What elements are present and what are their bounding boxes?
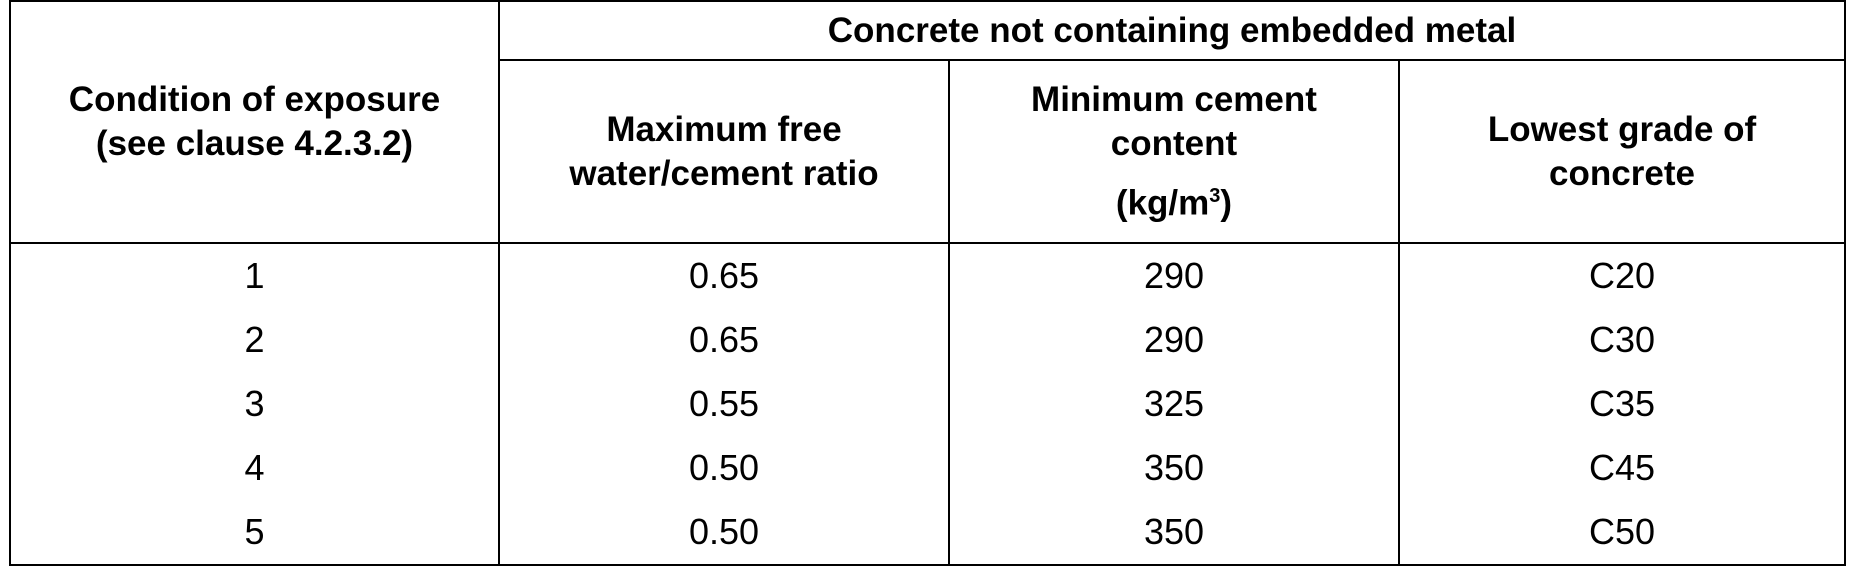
table-row: 2 0.65 290 C30 — [9, 308, 1846, 372]
cement-cell: 290 — [948, 243, 1400, 308]
unit-close: ) — [1220, 183, 1233, 223]
table-row: 3 0.55 325 C35 — [9, 372, 1846, 436]
cement-cell: 325 — [948, 372, 1400, 436]
header-line: (see clause 4.2.3.2) — [95, 124, 414, 163]
ratio-cell: 0.50 — [498, 436, 950, 500]
grade-cell: C35 — [1398, 372, 1846, 436]
header-line: Lowest grade of — [1487, 109, 1757, 149]
exposure-header: Condition of exposure (see clause 4.2.3.… — [9, 0, 500, 244]
grade-cell: C30 — [1398, 308, 1846, 372]
table-row: 5 0.50 350 C50 — [9, 500, 1846, 566]
grade-cell: C50 — [1398, 500, 1846, 566]
cement-cell: 290 — [948, 308, 1400, 372]
header-line: Condition of exposure — [68, 80, 441, 119]
unit-line: (kg/m3) — [950, 174, 1398, 226]
header-line: Minimum cement — [1031, 79, 1317, 119]
header-line: water/cement ratio — [569, 153, 879, 193]
ratio-cell: 0.55 — [498, 372, 950, 436]
header-line: content — [1110, 123, 1238, 163]
unit-sup: 3 — [1209, 184, 1221, 207]
unit: (kg/m — [1115, 183, 1210, 223]
table-row: 1 0.65 290 C20 — [9, 243, 1846, 308]
grade-cell: C45 — [1398, 436, 1846, 500]
ratio-cell: 0.65 — [498, 243, 950, 308]
ratio-cell: 0.65 — [498, 308, 950, 372]
group-header: Concrete not containing embedded metal — [498, 0, 1846, 61]
table-row: 4 0.50 350 C45 — [9, 436, 1846, 500]
ratio-cell: 0.50 — [498, 500, 950, 566]
cement-cell: 350 — [948, 436, 1400, 500]
grade-header: Lowest grade of concrete — [1398, 59, 1846, 244]
grade-cell: C20 — [1398, 243, 1846, 308]
exposure-cell: 2 — [9, 308, 500, 372]
header-line: concrete — [1549, 153, 1695, 193]
exposure-cell: 4 — [9, 436, 500, 500]
cement-header: Minimum cement content (kg/m3) — [948, 59, 1400, 244]
ratio-header: Maximum free water/cement ratio — [498, 59, 950, 244]
cement-cell: 350 — [948, 500, 1400, 566]
header-line: Maximum free — [606, 109, 842, 149]
exposure-cell: 1 — [9, 243, 500, 308]
exposure-table: Condition of exposure (see clause 4.2.3.… — [9, 0, 1846, 566]
exposure-cell: 5 — [9, 500, 500, 566]
exposure-cell: 3 — [9, 372, 500, 436]
table-body: 1 0.65 290 C20 2 0.65 290 C30 3 0.55 325 C35 4 0.50 35… — [9, 243, 1846, 566]
